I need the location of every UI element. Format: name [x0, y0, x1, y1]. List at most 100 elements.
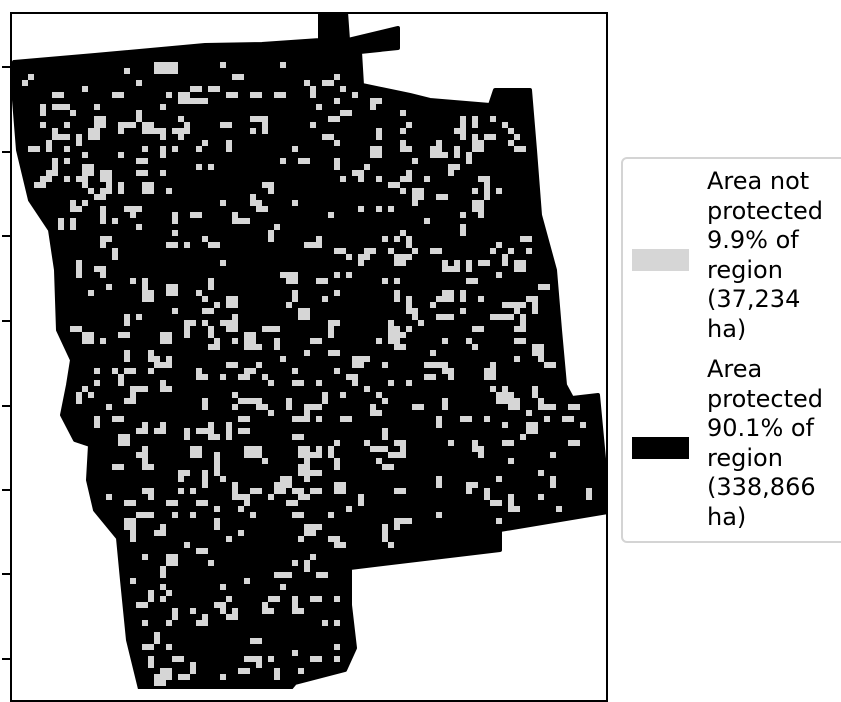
- unprotected-pixel: [292, 602, 298, 614]
- unprotected-pixel: [328, 536, 340, 542]
- unprotected-pixel: [370, 446, 376, 452]
- unprotected-pixel: [538, 284, 550, 290]
- unprotected-pixel: [262, 326, 274, 332]
- unprotected-pixel: [460, 230, 466, 236]
- unprotected-gap-pixels: [22, 62, 592, 686]
- unprotected-pixel: [136, 206, 142, 212]
- unprotected-pixel: [28, 74, 34, 80]
- unprotected-pixel: [226, 428, 232, 440]
- unprotected-pixel: [292, 368, 298, 374]
- legend: Area not protected 9.9% of region (37,23…: [621, 157, 841, 543]
- unprotected-pixel: [412, 158, 418, 164]
- unprotected-pixel: [424, 176, 430, 182]
- unprotected-pixel: [484, 134, 496, 140]
- unprotected-pixel: [496, 242, 502, 248]
- unprotected-pixel: [130, 392, 136, 404]
- unprotected-pixel: [58, 104, 70, 110]
- unprotected-pixel: [466, 488, 472, 494]
- unprotected-pixel: [394, 518, 400, 530]
- unprotected-pixel: [382, 362, 388, 368]
- unprotected-pixel: [388, 326, 400, 332]
- unprotected-pixel: [376, 98, 382, 104]
- unprotected-pixel: [310, 554, 316, 560]
- unprotected-pixel: [490, 500, 502, 506]
- unprotected-pixel: [448, 164, 460, 170]
- unprotected-pixel: [508, 128, 514, 134]
- unprotected-pixel: [370, 410, 382, 416]
- unprotected-pixel: [358, 254, 370, 260]
- unprotected-pixel: [178, 470, 184, 482]
- unprotected-pixel: [142, 512, 148, 518]
- unprotected-pixel: [496, 272, 502, 278]
- unprotected-pixel: [460, 308, 466, 314]
- unprotected-pixel: [532, 386, 538, 392]
- unprotected-pixel: [400, 332, 406, 338]
- unprotected-pixel: [376, 176, 382, 182]
- unprotected-pixel: [112, 416, 124, 422]
- unprotected-pixel: [436, 476, 442, 488]
- unprotected-pixel: [226, 296, 238, 308]
- unprotected-pixel: [202, 548, 208, 554]
- unprotected-pixel: [448, 170, 454, 176]
- unprotected-pixel: [376, 446, 388, 452]
- unprotected-pixel: [328, 326, 334, 338]
- unprotected-pixel: [316, 596, 322, 602]
- unprotected-pixel: [190, 98, 202, 104]
- unprotected-pixel: [430, 302, 436, 308]
- unprotected-pixel: [298, 536, 304, 542]
- unprotected-pixel: [436, 140, 442, 146]
- unprotected-pixel: [514, 146, 526, 152]
- unprotected-pixel: [460, 116, 466, 128]
- unprotected-pixel: [232, 74, 244, 80]
- unprotected-pixel: [538, 356, 544, 362]
- unprotected-pixel: [136, 110, 142, 122]
- unprotected-pixel: [184, 122, 190, 134]
- unprotected-pixel: [130, 368, 136, 374]
- unprotected-pixel: [190, 212, 202, 218]
- unprotected-pixel: [64, 146, 70, 152]
- unprotected-pixel: [316, 104, 322, 110]
- unprotected-pixel: [118, 182, 124, 194]
- unprotected-pixel: [232, 494, 238, 500]
- unprotected-pixel: [526, 296, 538, 302]
- unprotected-pixel: [160, 146, 166, 158]
- unprotected-pixel: [202, 614, 208, 620]
- unprotected-pixel: [76, 398, 82, 404]
- unprotected-pixel: [100, 188, 106, 194]
- unprotected-pixel: [160, 674, 172, 680]
- unprotected-pixel: [190, 320, 196, 326]
- unprotected-pixel: [232, 392, 238, 398]
- unprotected-pixel: [160, 422, 166, 428]
- unprotected-pixel: [322, 80, 334, 86]
- unprotected-pixel: [238, 218, 250, 224]
- unprotected-pixel: [46, 140, 52, 152]
- unprotected-pixel: [376, 392, 382, 398]
- unprotected-pixel: [268, 410, 274, 416]
- unprotected-pixel: [340, 416, 346, 422]
- unprotected-pixel: [274, 338, 280, 350]
- unprotected-pixel: [334, 596, 340, 602]
- unprotected-pixel: [130, 278, 136, 284]
- unprotected-pixel: [514, 326, 526, 332]
- protected-region: [12, 14, 606, 689]
- unprotected-pixel: [226, 362, 238, 368]
- unprotected-pixel: [352, 356, 364, 368]
- unprotected-pixel: [220, 122, 232, 128]
- unprotected-pixel: [82, 332, 94, 344]
- unprotected-pixel: [94, 416, 100, 428]
- unprotected-pixel: [442, 398, 448, 410]
- unprotected-pixel: [508, 506, 514, 512]
- unprotected-pixel: [250, 128, 256, 134]
- unprotected-pixel: [64, 122, 70, 128]
- unprotected-pixel: [316, 416, 322, 422]
- unprotected-pixel: [142, 284, 148, 290]
- unprotected-pixel: [232, 338, 238, 344]
- unprotected-pixel: [322, 392, 328, 404]
- unprotected-pixel: [292, 512, 304, 518]
- unprotected-pixel: [160, 170, 166, 176]
- unprotected-pixel: [508, 392, 514, 398]
- unprotected-pixel: [328, 446, 334, 458]
- unprotected-pixel: [232, 404, 238, 410]
- unprotected-pixel: [118, 152, 124, 158]
- unprotected-pixel: [94, 116, 106, 128]
